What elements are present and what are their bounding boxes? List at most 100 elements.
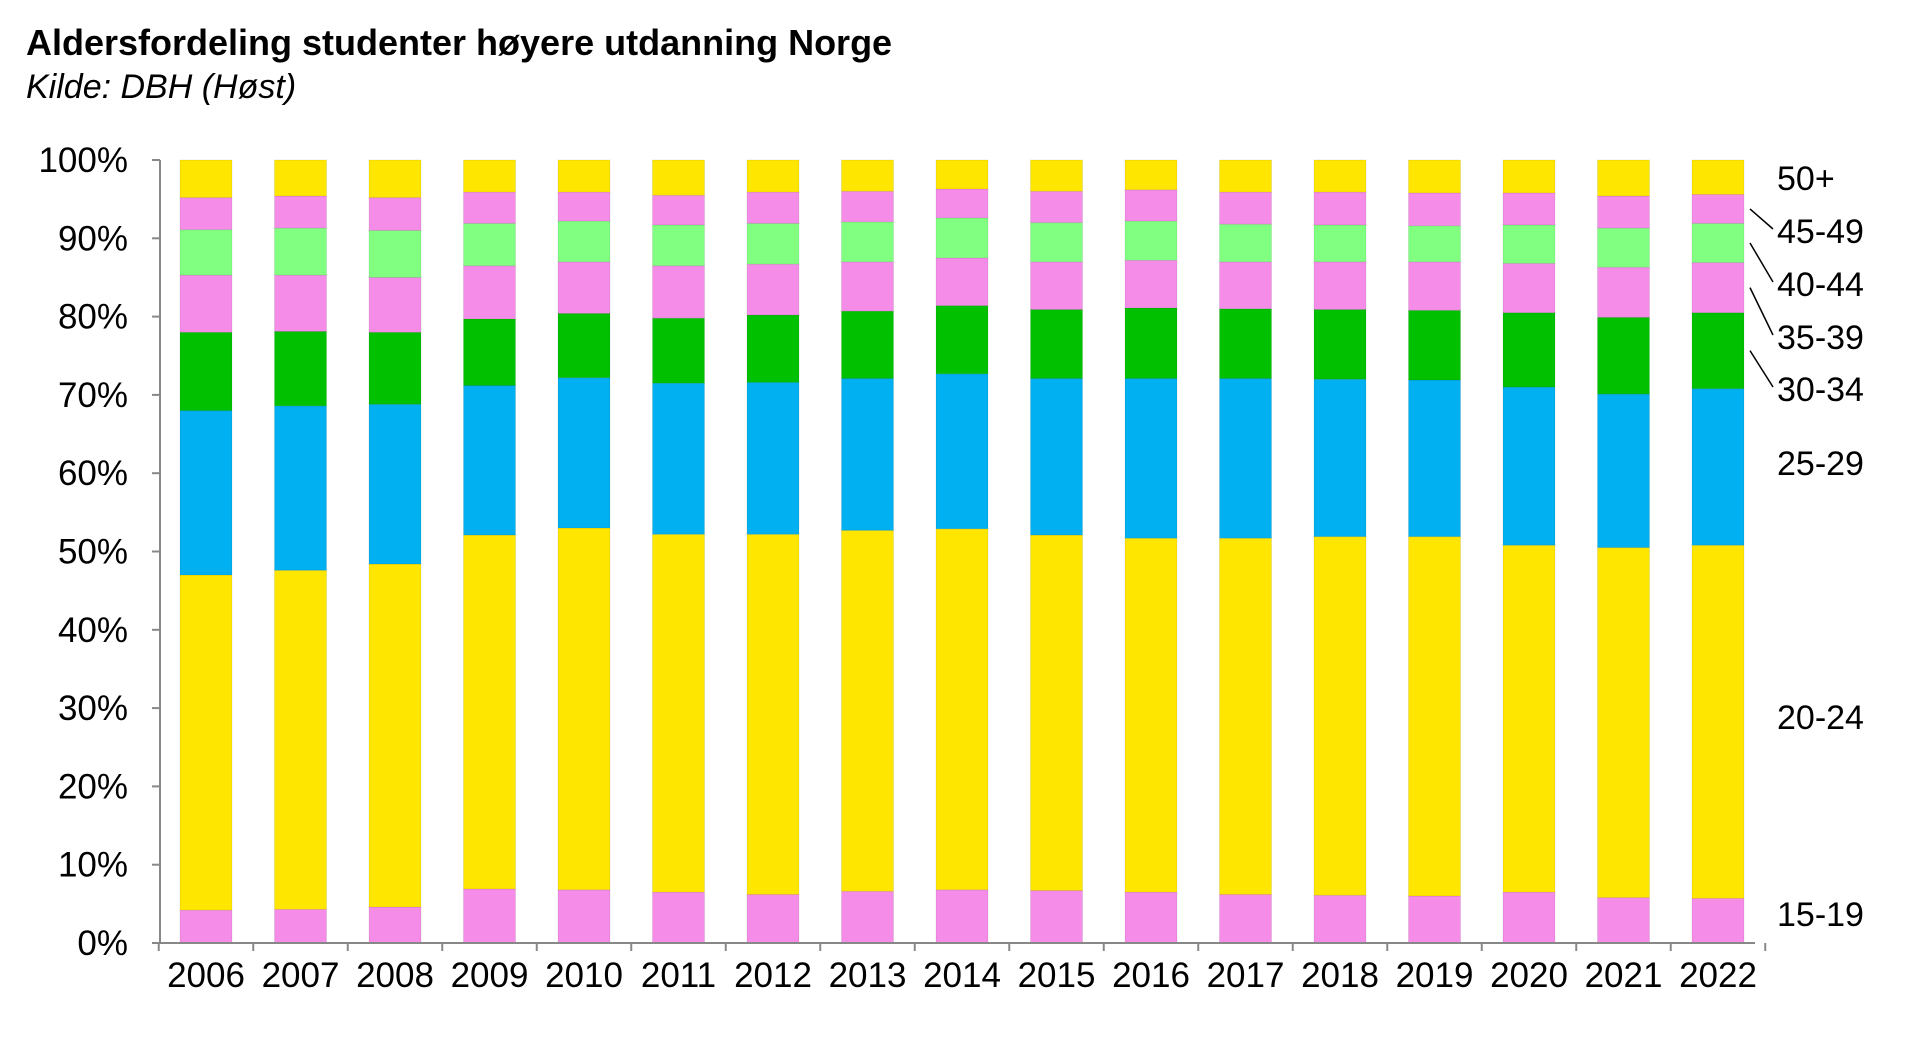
x-tick-label: 2007 [262,956,340,995]
x-tick-label: 2021 [1585,956,1663,995]
bar-segment-30-34-2019 [1408,309,1461,381]
bar-segment-50plus-2013 [841,159,894,192]
bar-segment-30-34-2006 [179,331,233,412]
bar-segment-25-29-2011 [652,382,705,535]
x-tick-label: 2008 [356,956,434,995]
bar-segment-50plus-2010 [557,159,611,193]
bar-segment-30-34-2018 [1313,309,1367,380]
y-tick-label: 100% [38,141,128,180]
bar-segment-40-44-2012 [746,222,800,265]
bar-segment-30-34-2020 [1502,312,1556,388]
bar-segment-25-29-2015 [1030,377,1083,536]
bar-segment-50plus-2012 [746,159,800,193]
bar-segment-30-34-2013 [841,310,894,379]
bar-segment-50plus-2021 [1597,159,1650,197]
bar-segment-15-19-2019 [1408,895,1461,944]
bar-segment-25-29-2018 [1313,378,1367,538]
bar-segment-25-29-2013 [841,377,894,531]
bar-segment-15-19-2010 [557,889,611,944]
bar-segment-35-39-2020 [1502,262,1556,314]
bar-segment-50plus-2011 [652,159,705,196]
bar-segment-30-34-2014 [935,305,989,375]
x-tick-label: 2022 [1679,956,1757,995]
bar-segment-30-34-2015 [1030,309,1083,379]
bar-segment-40-44-2006 [179,229,233,276]
y-tick-label: 90% [58,219,128,258]
bar-segment-40-44-2019 [1408,225,1461,263]
bar-segment-15-19-2013 [841,890,894,944]
bar-segment-35-39-2019 [1408,261,1461,311]
bar-segment-30-34-2009 [463,318,516,387]
bar-segment-35-39-2012 [746,263,800,316]
leader-line-45-49 [1749,208,1774,230]
bar-segment-30-34-2017 [1219,308,1272,379]
bar-segment-45-49-2006 [179,197,233,231]
x-tick-label: 2015 [1018,956,1096,995]
x-tick-label: 2009 [451,956,529,995]
y-tick-label: 0% [77,924,128,963]
bar-segment-40-44-2017 [1219,223,1272,263]
y-tick-label: 50% [58,533,128,572]
bar-segment-35-39-2016 [1124,259,1178,309]
x-tick-label: 2011 [641,956,716,995]
bar-segment-50plus-2022 [1691,159,1745,195]
bar-segment-45-49-2013 [841,190,894,223]
bar-segment-20-24-2019 [1408,536,1461,897]
labels-layer: 2006 2007 2008 2009 2010 2011 2012 2013 2014 2015… [38,141,1864,995]
bar-segment-35-39-2014 [935,257,989,307]
bar-segment-20-24-2014 [935,528,989,891]
bar-segment-50plus-2014 [935,159,989,190]
bar-segment-45-49-2015 [1030,190,1083,224]
x-tick-label: 2018 [1301,956,1379,995]
x-tick-label: 2017 [1207,956,1285,995]
bar-segment-35-39-2018 [1313,261,1367,311]
bar-segment-30-34-2010 [557,312,611,379]
bar-segment-45-49-2020 [1502,192,1556,226]
bar-segment-25-29-2014 [935,373,989,530]
bar-segment-40-44-2007 [274,227,327,276]
bar-segment-35-39-2007 [274,274,327,332]
y-tick-label: 30% [58,689,128,728]
bar-segment-20-24-2021 [1597,547,1650,899]
bar-segment-25-29-2009 [463,385,516,536]
bar-segment-40-44-2011 [652,224,705,267]
series-label-30-34: 30-34 [1777,371,1864,409]
x-tick-label: 2006 [167,956,245,995]
bar-segment-20-24-2016 [1124,537,1178,893]
axes-layer [152,159,1767,951]
bar-segment-50plus-2008 [368,159,422,199]
bar-segment-30-34-2016 [1124,307,1178,379]
x-tick-label: 2013 [829,956,907,995]
bar-segment-35-39-2011 [652,265,705,319]
x-tick-label: 2020 [1490,956,1568,995]
bar-segment-25-29-2017 [1219,377,1272,539]
bar-segment-50plus-2009 [463,159,516,193]
series-label-15-19: 15-19 [1777,896,1864,934]
bar-segment-50plus-2016 [1124,159,1178,191]
bar-segment-45-49-2021 [1597,195,1650,229]
bar-segment-45-49-2016 [1124,189,1178,222]
x-tick-label: 2019 [1396,956,1474,995]
bar-segment-50plus-2007 [274,159,327,197]
bar-segment-50plus-2020 [1502,159,1556,194]
bar-segment-45-49-2019 [1408,192,1461,227]
bar-segment-45-49-2008 [368,197,422,231]
bar-segment-35-39-2013 [841,261,894,312]
series-label-35-39: 35-39 [1777,319,1864,357]
bar-segment-15-19-2006 [179,909,233,944]
bar-segment-30-34-2011 [652,317,705,384]
bar-segment-40-44-2010 [557,220,611,263]
bar-segment-40-44-2009 [463,222,516,267]
bar-segment-40-44-2021 [1597,227,1650,268]
bar-segment-15-19-2020 [1502,891,1556,944]
bar-segment-20-24-2018 [1313,536,1367,896]
bar-segment-30-34-2021 [1597,316,1650,395]
bar-segment-40-44-2016 [1124,220,1178,261]
bar-segment-45-49-2007 [274,195,327,229]
bar-segment-35-39-2015 [1030,261,1083,311]
x-tick-label: 2010 [545,956,623,995]
bar-segment-40-44-2013 [841,221,894,263]
bar-segment-35-39-2021 [1597,266,1650,318]
y-tick-label: 20% [58,767,128,806]
